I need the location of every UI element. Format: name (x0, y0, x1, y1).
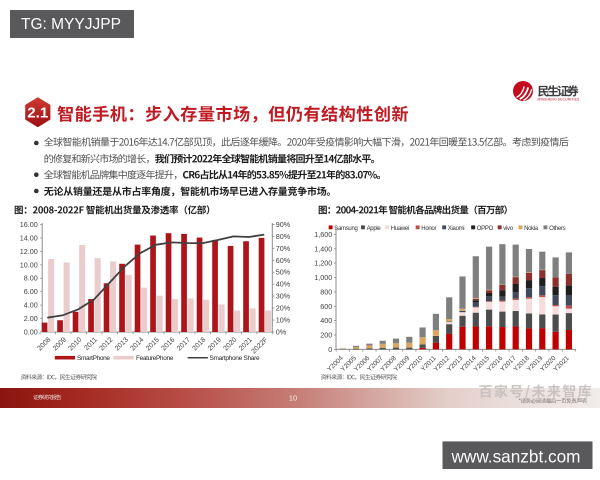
svg-text:Huawei: Huawei (391, 226, 409, 232)
svg-text:Others: Others (549, 226, 566, 232)
svg-text:MINSHENG SECURITIES: MINSHENG SECURITIES (538, 97, 580, 101)
svg-text:1,600: 1,600 (314, 230, 332, 239)
svg-text:70%: 70% (276, 244, 291, 253)
svg-text:TG: MYYJJPP: TG: MYYJJPP (21, 16, 121, 33)
svg-text:0.00: 0.00 (24, 328, 38, 337)
svg-text:16.00: 16.00 (20, 220, 38, 229)
svg-text:400: 400 (320, 316, 332, 325)
svg-text:2.00: 2.00 (24, 314, 38, 323)
svg-text:www.sanzbt.com: www.sanzbt.com (451, 446, 581, 466)
svg-text:2.1: 2.1 (27, 105, 49, 122)
svg-text:1,000: 1,000 (314, 273, 332, 282)
svg-text:20%: 20% (276, 304, 291, 313)
svg-text:30%: 30% (276, 292, 291, 301)
svg-text:10: 10 (289, 393, 297, 402)
svg-text:Nokia: Nokia (524, 226, 539, 232)
svg-text:Smartphone Share: Smartphone Share (210, 355, 260, 362)
svg-text:8.00: 8.00 (24, 274, 38, 283)
svg-text:80%: 80% (276, 232, 291, 241)
svg-text:vivo: vivo (503, 226, 513, 232)
svg-text:50%: 50% (276, 268, 291, 277)
svg-text:600: 600 (320, 302, 332, 311)
svg-text:10%: 10% (276, 316, 291, 325)
svg-text:90%: 90% (276, 220, 291, 229)
svg-text:0%: 0% (276, 328, 287, 337)
svg-text:12.00: 12.00 (20, 247, 38, 256)
svg-text:14.00: 14.00 (20, 233, 38, 242)
svg-text:1,400: 1,400 (314, 244, 332, 253)
svg-text:1,200: 1,200 (314, 259, 332, 268)
svg-text:Xiaomi: Xiaomi (448, 226, 465, 232)
svg-text:0: 0 (328, 345, 332, 354)
svg-text:10.00: 10.00 (20, 260, 38, 269)
svg-text:Samsung: Samsung (334, 226, 357, 232)
svg-text:Apple: Apple (367, 226, 382, 232)
svg-text:Honor: Honor (421, 226, 436, 232)
svg-text:40%: 40% (276, 280, 291, 289)
svg-text:FeaturePhone: FeaturePhone (136, 355, 174, 362)
svg-text:200: 200 (320, 331, 332, 340)
svg-text:SmartPhone: SmartPhone (77, 355, 110, 362)
svg-text:800: 800 (320, 287, 332, 296)
svg-text:OPPO: OPPO (477, 226, 494, 232)
svg-text:60%: 60% (276, 256, 291, 265)
svg-text:4.00: 4.00 (24, 301, 38, 310)
svg-text:6.00: 6.00 (24, 287, 38, 296)
